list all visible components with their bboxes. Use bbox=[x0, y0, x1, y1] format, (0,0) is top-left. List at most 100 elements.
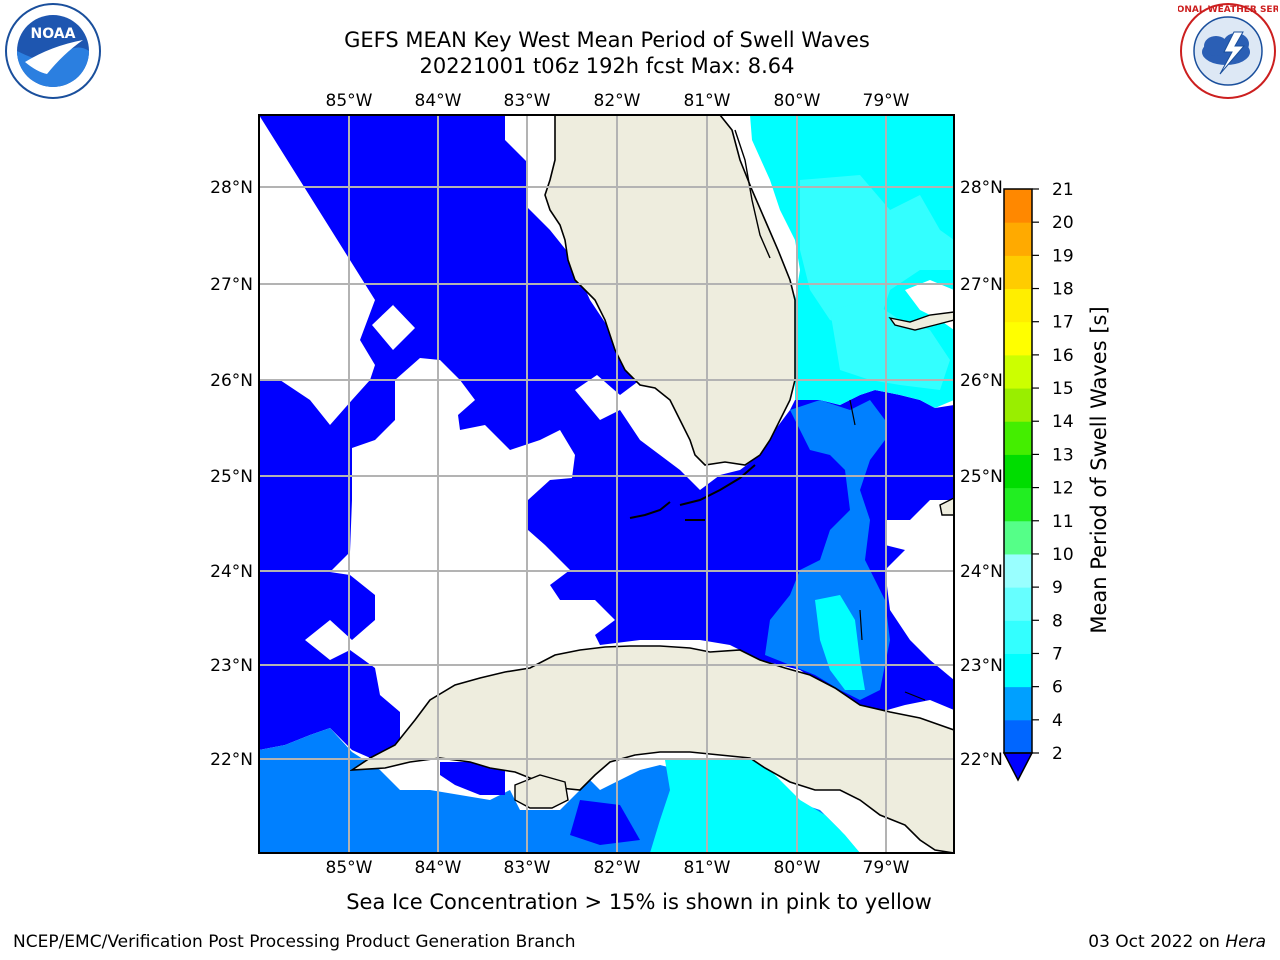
lat-labels-left: 28°N 27°N 26°N 25°N 24°N 23°N 22°N bbox=[210, 178, 253, 770]
colorbar-tick-label: 8 bbox=[1052, 611, 1063, 631]
land-cuba bbox=[349, 645, 954, 853]
colorbar-segment bbox=[1004, 354, 1032, 389]
colorbar-tick-label: 9 bbox=[1052, 578, 1063, 598]
colorbar-tick-label: 4 bbox=[1052, 711, 1063, 731]
colorbar-segment bbox=[1004, 255, 1032, 290]
colorbar-tick-label: 7 bbox=[1052, 644, 1063, 664]
colorbar-segment bbox=[1004, 189, 1032, 223]
lon-label: 80°W bbox=[774, 858, 821, 878]
credit-branch: NCEP/EMC/Verification Post Processing Pr… bbox=[13, 932, 576, 952]
colorbar-segment bbox=[1004, 719, 1032, 754]
swell-field-below-2s bbox=[259, 115, 954, 760]
colorbar-frame bbox=[1003, 188, 1033, 754]
chart-subtitle: 20221001 t06z 192h fcst Max: 8.64 bbox=[419, 54, 795, 78]
colorbar-segment bbox=[1004, 620, 1032, 654]
lon-label: 82°W bbox=[594, 858, 641, 878]
lon-label: 79°W bbox=[863, 858, 910, 878]
colorbar-label: Mean Period of Swell Waves [s] bbox=[1087, 306, 1111, 633]
lat-label: 27°N bbox=[960, 275, 1003, 295]
lat-label: 28°N bbox=[210, 178, 253, 198]
colorbar-segment bbox=[1004, 487, 1032, 522]
colorbar-tick-label: 16 bbox=[1052, 346, 1074, 366]
lon-labels-bottom: 85°W 84°W 83°W 82°W 81°W 80°W 79°W bbox=[326, 858, 910, 878]
colorbar-tick-label: 11 bbox=[1052, 512, 1074, 532]
colorbar-segment bbox=[1004, 222, 1032, 256]
swell-field-below-2s bbox=[440, 762, 505, 795]
chart-title: GEFS MEAN Key West Mean Period of Swell … bbox=[344, 28, 870, 52]
land-isla-juventud bbox=[514, 774, 569, 809]
map-area bbox=[259, 115, 954, 853]
lon-label: 85°W bbox=[326, 858, 373, 878]
colorbar-segment bbox=[1004, 454, 1032, 489]
colorbar: 2 4 6 7 8 9 10 11 12 13 14 15 16 17 18 19 20 21 bbox=[1002, 180, 1074, 782]
colorbar-segment bbox=[1004, 686, 1032, 721]
credit-date-text: 03 Oct 2022 on bbox=[1088, 932, 1226, 952]
lat-label: 24°N bbox=[210, 562, 253, 582]
lat-label: 22°N bbox=[210, 750, 253, 770]
sea-ice-note: Sea Ice Concentration > 15% is shown in … bbox=[346, 890, 932, 914]
swell-field-6-8s bbox=[800, 175, 954, 330]
colorbar-segment bbox=[1004, 553, 1032, 588]
lon-label: 81°W bbox=[684, 91, 731, 111]
colorbar-tick-label: 15 bbox=[1052, 379, 1074, 399]
lat-label: 28°N bbox=[960, 178, 1003, 198]
lat-label: 22°N bbox=[960, 750, 1003, 770]
colorbar-tick-label: 18 bbox=[1052, 280, 1074, 300]
map-gridlines bbox=[259, 115, 954, 853]
colorbar-segment bbox=[1004, 653, 1032, 688]
lat-label: 23°N bbox=[960, 656, 1003, 676]
swell-field-6-8s bbox=[830, 300, 950, 390]
florida-keys bbox=[629, 464, 756, 521]
swell-field-4-6s bbox=[815, 595, 865, 690]
colorbar-segment bbox=[1004, 520, 1032, 555]
lon-label: 81°W bbox=[684, 858, 731, 878]
lon-label: 84°W bbox=[415, 91, 462, 111]
lon-label: 83°W bbox=[504, 91, 551, 111]
lon-label: 79°W bbox=[863, 91, 910, 111]
lat-label: 27°N bbox=[210, 275, 253, 295]
colorbar-tick-label: 10 bbox=[1052, 545, 1074, 565]
credit-machine: Hera bbox=[1225, 932, 1266, 952]
lat-label: 26°N bbox=[960, 371, 1003, 391]
credit-date: 03 Oct 2022 on Hera bbox=[1088, 932, 1266, 952]
lon-label: 82°W bbox=[594, 91, 641, 111]
colorbar-under-arrow bbox=[1002, 752, 1034, 782]
colorbar-tick-label: 19 bbox=[1052, 246, 1074, 266]
colorbar-tick-label: 21 bbox=[1052, 180, 1074, 200]
lon-label: 85°W bbox=[326, 91, 373, 111]
colorbar-tick-label: 20 bbox=[1052, 213, 1074, 233]
lon-labels-top: 85°W 84°W 83°W 82°W 81°W 80°W 79°W bbox=[326, 91, 910, 111]
colorbar-tick-label: 12 bbox=[1052, 479, 1074, 499]
land-bahamas bbox=[888, 311, 954, 331]
colorbar-tick-label: 17 bbox=[1052, 313, 1074, 333]
colorbar-tick-label: 13 bbox=[1052, 445, 1074, 465]
land-florida bbox=[544, 115, 796, 466]
swell-field-below-2s bbox=[570, 800, 640, 845]
colorbar-tick-label: 6 bbox=[1052, 678, 1063, 698]
swell-field-4-6s bbox=[650, 760, 860, 853]
lon-label: 80°W bbox=[774, 91, 821, 111]
lat-label: 25°N bbox=[960, 467, 1003, 487]
colorbar-segment bbox=[1004, 421, 1032, 455]
lake-okeechobee bbox=[734, 129, 771, 259]
colorbar-segment bbox=[1004, 587, 1032, 621]
nws-logo: NATIONAL WEATHER SERVICE bbox=[1178, 3, 1278, 99]
colorbar-segment bbox=[1004, 321, 1032, 356]
lat-label: 23°N bbox=[210, 656, 253, 676]
colorbar-tick-label: 2 bbox=[1052, 744, 1063, 764]
nws-logo-text: NATIONAL WEATHER SERVICE bbox=[1178, 5, 1278, 15]
lat-label: 26°N bbox=[210, 371, 253, 391]
map-frame bbox=[258, 114, 955, 854]
colorbar-tick-label: 14 bbox=[1052, 412, 1074, 432]
colorbar-segment bbox=[1004, 388, 1032, 422]
colorbar-segment bbox=[1004, 288, 1032, 323]
lat-labels-right: 28°N 27°N 26°N 25°N 24°N 23°N 22°N bbox=[960, 178, 1003, 770]
bahamas-islands bbox=[849, 399, 926, 701]
lat-label: 25°N bbox=[210, 467, 253, 487]
noaa-logo-text: NOAA bbox=[31, 26, 76, 42]
lon-label: 83°W bbox=[504, 858, 551, 878]
lon-label: 84°W bbox=[415, 858, 462, 878]
noaa-logo: NOAA bbox=[5, 3, 101, 99]
land-bahamas bbox=[939, 497, 954, 516]
